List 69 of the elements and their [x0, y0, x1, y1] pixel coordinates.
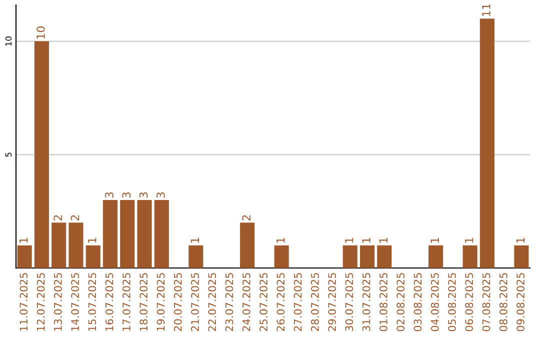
data-label: 3	[105, 192, 114, 198]
bar	[274, 245, 289, 268]
bar	[120, 200, 135, 268]
data-label: 10	[36, 26, 45, 39]
data-label: 1	[345, 238, 354, 243]
x-tick-label: 02.08.2025	[396, 273, 405, 332]
x-tick-label: 26.07.2025	[276, 273, 285, 332]
y-tick-label: 5	[5, 152, 12, 157]
bar	[188, 245, 204, 268]
data-label: 1	[362, 238, 370, 243]
data-label: 11	[482, 4, 490, 16]
data-label: 1	[379, 238, 388, 243]
x-tick-label: 04.08.2025	[430, 273, 439, 332]
x-tick-label: 25.07.2025	[260, 273, 268, 332]
bar	[86, 245, 100, 268]
x-tick-label: 20.07.2025	[174, 273, 182, 332]
x-tick-label: 09.08.2025	[516, 273, 524, 332]
bar	[360, 245, 375, 268]
x-tick-label: 17.07.2025	[122, 273, 130, 331]
bar	[240, 222, 255, 268]
x-tick-label: 21.07.2025	[191, 273, 199, 332]
data-label: 2	[70, 215, 80, 220]
data-label: 1	[430, 238, 439, 243]
data-label: 1	[190, 238, 199, 243]
x-tick-label: 28.07.2025	[310, 273, 319, 332]
bar	[342, 245, 358, 268]
x-tick-label: 03.08.2025	[414, 273, 422, 332]
x-tick-label: 30.07.2025	[345, 273, 354, 332]
bar	[17, 245, 32, 268]
bar	[34, 41, 49, 268]
x-tick-label: 15.07.2025	[88, 273, 96, 331]
bar	[428, 245, 444, 268]
data-label: 3	[122, 192, 131, 198]
x-tick-label: 01.08.2025	[380, 273, 388, 332]
data-label: 1	[20, 238, 28, 243]
data-label: 1	[276, 238, 285, 243]
x-tick-label: 29.07.2025	[328, 273, 336, 332]
bar	[52, 222, 66, 268]
x-tick-label: 06.08.2025	[465, 273, 474, 332]
bar	[102, 200, 118, 268]
bar	[480, 18, 494, 268]
data-label: 3	[156, 192, 165, 198]
data-label: 1	[465, 238, 474, 243]
data-label: 2	[242, 215, 250, 220]
x-tick-label: 18.07.2025	[140, 273, 148, 331]
bar	[462, 245, 478, 268]
x-tick-label: 08.08.2025	[499, 273, 508, 332]
x-tick-label: 31.07.2025	[362, 273, 370, 332]
x-tick-label: 13.07.2025	[54, 273, 62, 331]
bar	[377, 245, 392, 268]
x-tick-label: 07.08.2025	[482, 273, 490, 332]
x-tick-label: 05.08.2025	[448, 273, 456, 332]
x-tick-label: 24.07.2025	[242, 273, 250, 332]
x-tick-label: 19.07.2025	[156, 273, 165, 331]
data-label: 1	[516, 238, 524, 243]
bar	[68, 222, 84, 268]
x-tick-label: 22.07.2025	[208, 273, 216, 332]
data-label: 2	[54, 215, 62, 220]
x-tick-label: 11.07.2025	[20, 273, 28, 331]
bar	[137, 200, 152, 268]
bar	[514, 245, 529, 268]
x-tick-label: 16.07.2025	[105, 273, 114, 331]
x-tick-label: 27.07.2025	[294, 273, 302, 332]
x-tick-label: 14.07.2025	[71, 273, 79, 331]
bar	[154, 200, 169, 268]
data-label: 3	[139, 192, 148, 198]
data-label: 1	[88, 238, 96, 243]
x-tick-label: 12.07.2025	[36, 273, 45, 331]
x-tick-label: 23.07.2025	[225, 273, 234, 332]
